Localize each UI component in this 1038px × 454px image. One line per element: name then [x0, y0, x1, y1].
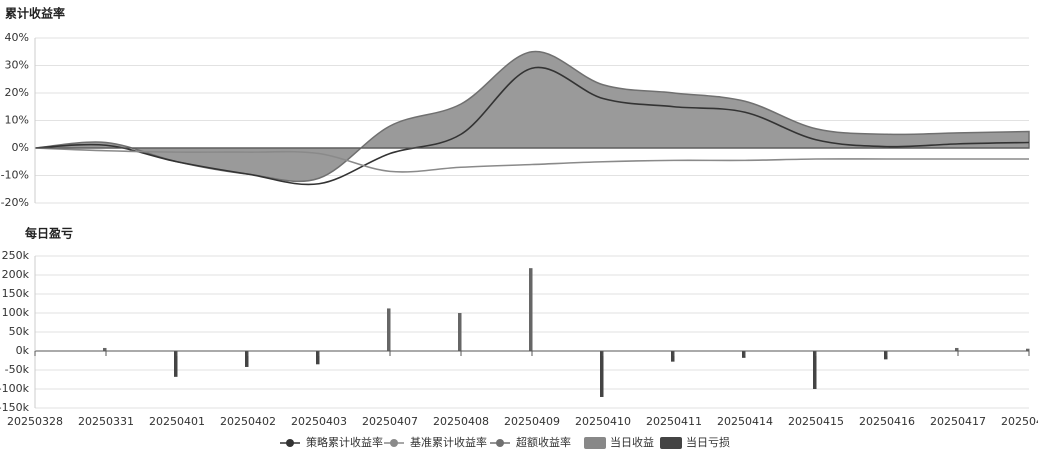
bar	[1026, 348, 1030, 351]
x-tick-label: 20250409	[504, 415, 560, 428]
y-tick-label: 30%	[5, 59, 29, 72]
bar	[742, 351, 746, 358]
x-tick-label: 20250401	[149, 415, 205, 428]
y-tick-label: 50k	[9, 325, 30, 338]
y-tick-label: 150k	[2, 287, 30, 300]
bar	[458, 313, 462, 351]
y-tick-label: -150k	[0, 401, 30, 414]
y-tick-label: -100k	[0, 382, 30, 395]
bar	[103, 347, 107, 351]
x-tick-label: 20250407	[362, 415, 418, 428]
x-tick-label: 20250417	[930, 415, 986, 428]
legend-icon	[496, 439, 504, 447]
x-tick-label: 20250414	[717, 415, 773, 428]
y-tick-label: -10%	[1, 169, 29, 182]
bar	[671, 351, 675, 362]
area	[34, 50, 1030, 183]
x-tick-label: 20250331	[78, 415, 134, 428]
bar	[316, 351, 320, 365]
x-tick-label: 20250403	[291, 415, 347, 428]
bar	[955, 347, 959, 351]
x-tick-label: 20250411	[646, 415, 702, 428]
legend-icon	[390, 439, 398, 447]
y-tick-label: 0k	[16, 344, 30, 357]
x-tick-label: 20250418	[1001, 415, 1038, 428]
y-tick-label: -50k	[5, 363, 30, 376]
legend-icon	[660, 437, 682, 449]
bar	[813, 351, 817, 389]
bar	[245, 351, 249, 367]
y-tick-label: 250k	[2, 249, 30, 262]
y-tick-label: 40%	[5, 31, 29, 44]
y-tick-label: 200k	[2, 268, 30, 281]
y-tick-label: 100k	[2, 306, 30, 319]
x-tick-label: 20250328	[7, 415, 63, 428]
chart-title: 每日盈亏	[25, 226, 73, 241]
y-tick-label: -20%	[1, 196, 29, 209]
legend-icon	[286, 439, 294, 447]
line	[34, 66, 1030, 186]
bar	[174, 351, 178, 377]
x-tick-label: 20250402	[220, 415, 276, 428]
legend-label: 当日亏损	[686, 435, 730, 449]
y-tick-label: 0%	[12, 141, 29, 154]
bar	[529, 268, 533, 351]
legend-label: 超额收益率	[516, 435, 571, 449]
legend-label: 当日收益	[610, 435, 654, 449]
bar	[600, 351, 604, 397]
bar	[884, 351, 888, 360]
legend-label: 策略累计收益率	[306, 435, 383, 449]
legend-label: 基准累计收益率	[410, 435, 487, 449]
line	[34, 147, 1029, 173]
y-tick-label: 20%	[5, 86, 29, 99]
chart-title: 累计收益率	[5, 6, 65, 21]
x-tick-label: 20250415	[788, 415, 844, 428]
bar	[387, 308, 391, 351]
x-tick-label: 20250408	[433, 415, 489, 428]
x-tick-label: 20250410	[575, 415, 631, 428]
y-tick-label: 10%	[5, 114, 29, 127]
x-tick-label: 20250416	[859, 415, 915, 428]
legend-icon	[584, 437, 606, 449]
